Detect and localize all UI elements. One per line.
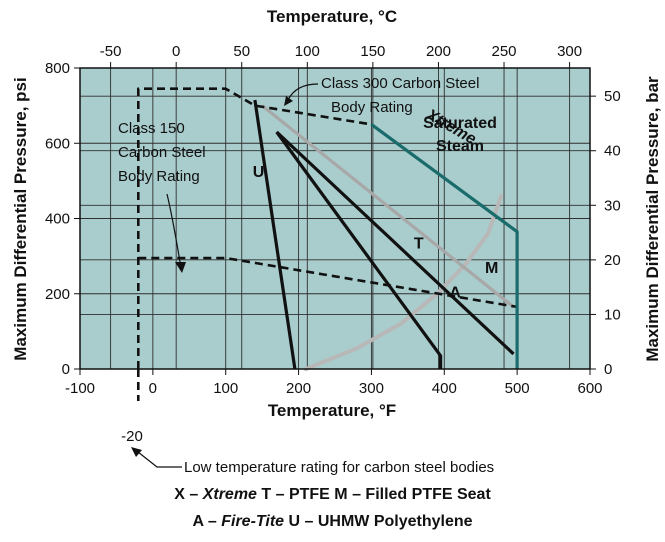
series-class-300-carbon-steel-body-rating [137, 87, 372, 369]
tick-label-bottom: 600 [577, 380, 602, 397]
legend-u: U – UHMW Polyethylene [288, 513, 473, 530]
class150-annotation-line3: Body Rating [118, 168, 200, 185]
steam-label-line1: Saturated [423, 115, 497, 132]
tick-label-top: 50 [233, 43, 250, 60]
class150-pointer-arrow [166, 193, 181, 263]
tick-label-right: 40 [604, 143, 621, 160]
low-temp-note: Low temperature rating for carbon steel … [184, 459, 495, 476]
tick-label-left: 0 [62, 361, 70, 378]
tick-label-bottom: -100 [65, 380, 95, 397]
curve-label-a: A [449, 285, 461, 302]
curve-label-m: M [485, 260, 498, 277]
tick-label-bottom: 200 [286, 380, 311, 397]
tick-label-right: 30 [604, 197, 621, 214]
tick-label-bottom: 400 [432, 380, 457, 397]
tick-label-right: 50 [604, 88, 621, 105]
bottom-axis-title: Temperature, °F [268, 401, 396, 420]
series-layer [136, 87, 519, 401]
legend-x-key: X – [174, 486, 199, 503]
tick-label-bottom: 100 [213, 380, 238, 397]
class150-pointer-arrowhead [175, 262, 186, 273]
tick-label-right: 10 [604, 306, 621, 323]
class300-annotation-line1: Class 300 Carbon Steel [321, 75, 479, 92]
class300-annotation-line2: Body Rating [331, 99, 413, 116]
tick-label-bottom: 300 [359, 380, 384, 397]
tick-label-left: 800 [45, 60, 70, 77]
class300-pointer-arrow [287, 83, 319, 101]
curve-label-layer: U T M A [253, 164, 499, 301]
top-axis-title: Temperature, °C [267, 7, 397, 26]
tick-label-top: 250 [492, 43, 517, 60]
series-a [275, 130, 515, 356]
legend-x-name: Xtreme [202, 486, 257, 503]
series-t [275, 131, 443, 369]
tick-label-left: 400 [45, 211, 70, 228]
legend-m: M – Filled PTFE Seat [334, 486, 491, 503]
series-u [253, 99, 297, 370]
series-xtreme [370, 123, 519, 369]
legend-line-1: X – Xtreme T – PTFE M – Filled PTFE Seat [0, 486, 665, 504]
class150-annotation-line2: Carbon Steel [118, 144, 206, 161]
tick-label-top: 100 [295, 43, 320, 60]
tick-label-right: 20 [604, 252, 621, 269]
legend-a-key: A – [192, 513, 217, 530]
curve-label-t: T [414, 236, 424, 253]
tick-label-left: 200 [45, 286, 70, 303]
tick-label-top: 200 [426, 43, 451, 60]
tick-label-top: -50 [100, 43, 122, 60]
legend-a-name: Fire-Tite [221, 513, 285, 530]
tick-label-right: 0 [604, 361, 612, 378]
steam-label-line2: Steam [436, 138, 484, 155]
tick-label-bottom: 500 [505, 380, 530, 397]
grid [80, 68, 590, 369]
class150-annotation-line1: Class 150 [118, 120, 185, 137]
class300-pointer-arrowhead [284, 96, 293, 106]
tick-label-left: 600 [45, 135, 70, 152]
legend-line-2: A – Fire-Tite U – UHMW Polyethylene [0, 513, 665, 531]
left-axis-title: Maximum Differential Pressure, psi [11, 77, 30, 360]
tick-label-top: 0 [172, 43, 180, 60]
tick-label-bottom: 0 [149, 380, 157, 397]
series-class-150-carbon-steel-body-rating [138, 256, 518, 309]
low-temp-value: -20 [121, 428, 143, 445]
low-temp-pointer-line [137, 451, 182, 468]
series-m [261, 104, 515, 309]
right-axis-title: Maximum Differential Pressure, bar [643, 76, 662, 362]
tick-label-top: 300 [557, 43, 582, 60]
legend-t: T – PTFE [261, 486, 330, 503]
tick-label-top: 150 [360, 43, 385, 60]
curve-label-u: U [253, 164, 265, 181]
